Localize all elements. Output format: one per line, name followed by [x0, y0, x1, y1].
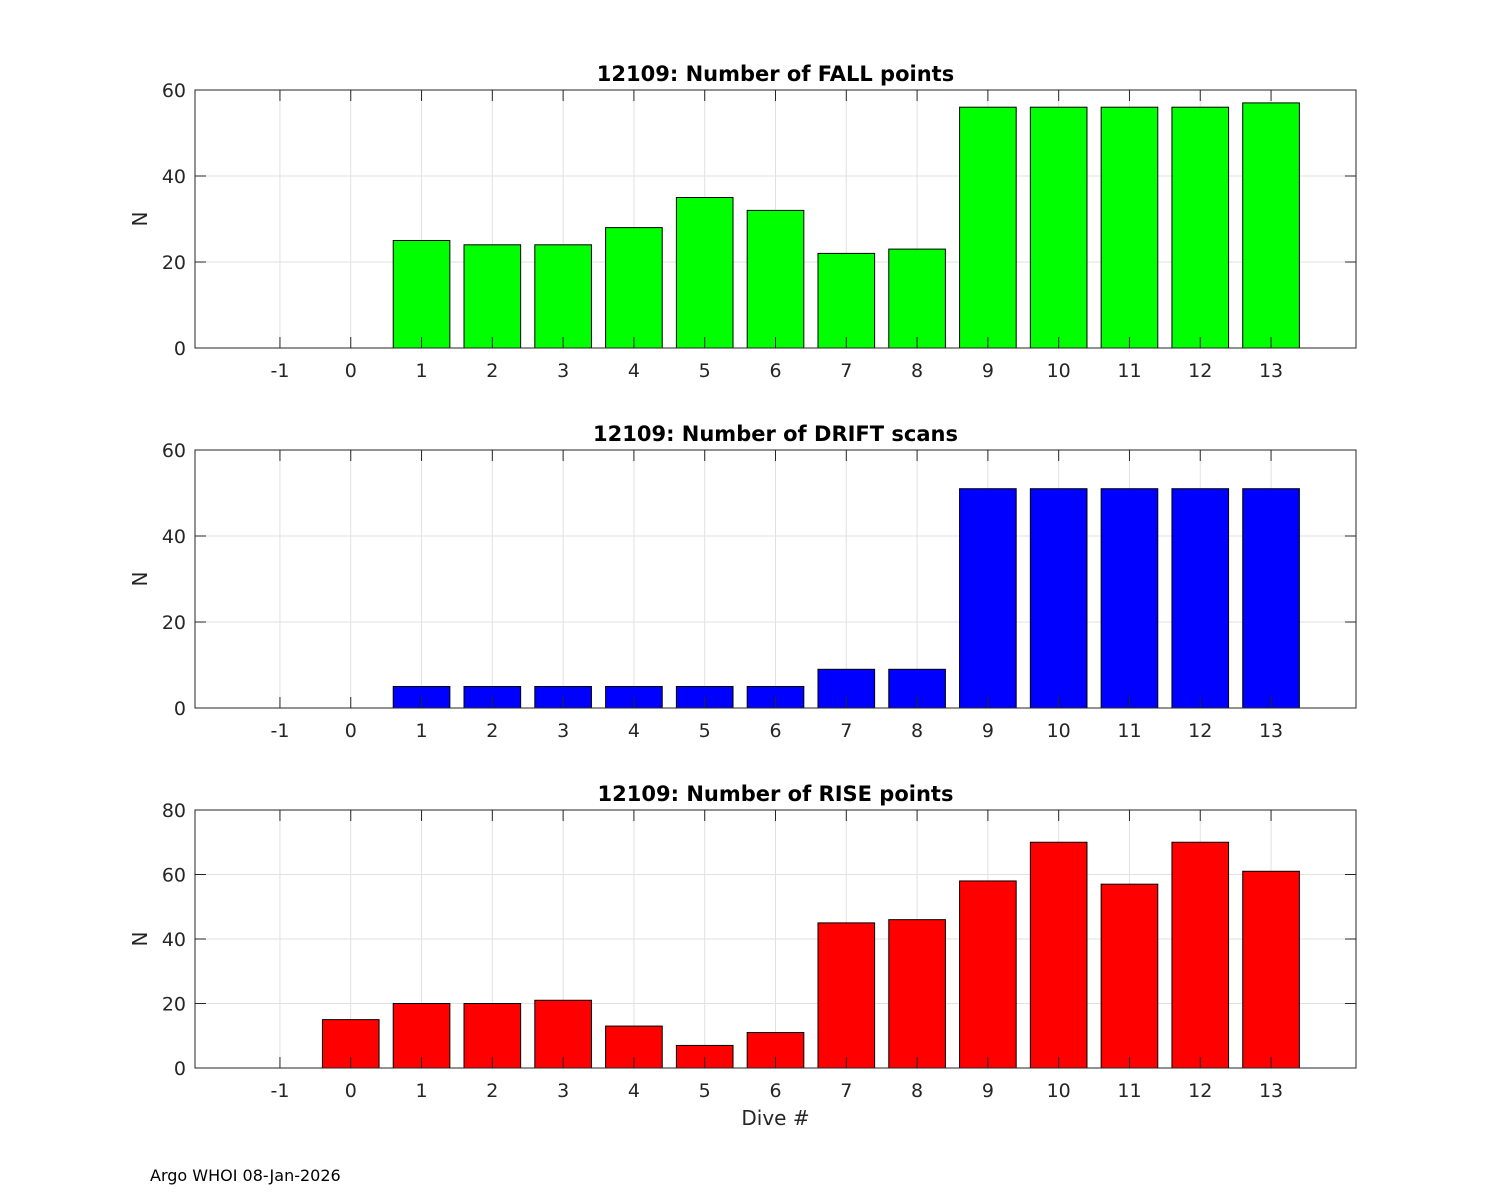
x-tick-label: -1 [270, 360, 289, 382]
x-tick-label: 1 [415, 720, 427, 742]
x-tick-label: 12 [1188, 1080, 1212, 1102]
x-tick-label: 10 [1047, 720, 1071, 742]
x-tick-label: 1 [415, 1080, 427, 1102]
bar-10 [1029, 841, 1088, 1069]
y-tick-label: 40 [162, 526, 186, 548]
x-tick-label: 7 [840, 360, 852, 382]
x-tick-label: 1 [415, 360, 427, 382]
bar-12 [1171, 106, 1230, 349]
x-tick-label: 11 [1117, 360, 1141, 382]
y-tick-label: 20 [162, 612, 186, 634]
x-tick-label: 6 [769, 360, 781, 382]
bar-5 [675, 197, 734, 349]
bar-7 [817, 252, 876, 349]
x-tick-label: 8 [911, 720, 923, 742]
x-tick-label: 3 [557, 720, 569, 742]
x-tick-label: 4 [628, 1080, 640, 1102]
x-tick-label: 4 [628, 360, 640, 382]
x-tick-label: 7 [840, 1080, 852, 1102]
bar-10 [1029, 488, 1088, 709]
bar-9 [959, 106, 1017, 349]
x-tick-label: 9 [982, 720, 994, 742]
bar-13 [1242, 870, 1300, 1069]
x-tick-label: -1 [270, 1080, 289, 1102]
x-tick-label: 6 [769, 1080, 781, 1102]
x-tick-label: 2 [486, 360, 498, 382]
bar-4 [605, 227, 663, 349]
bar-3 [534, 244, 592, 349]
y-tick-label: 60 [162, 865, 186, 887]
x-tick-label: 3 [557, 1080, 569, 1102]
bar-12 [1171, 841, 1230, 1069]
x-axis-label: Dive # [741, 1106, 809, 1130]
x-tick-label: 2 [486, 720, 498, 742]
y-tick-label: 20 [162, 252, 186, 274]
y-tick-label: 0 [174, 1058, 186, 1080]
x-tick-label: 8 [911, 1080, 923, 1102]
x-tick-label: -1 [270, 720, 289, 742]
x-tick-label: 12 [1188, 360, 1212, 382]
y-tick-label: 0 [174, 698, 186, 720]
y-tick-label: 0 [174, 338, 186, 360]
x-tick-label: 10 [1047, 1080, 1071, 1102]
x-tick-label: 13 [1259, 720, 1283, 742]
x-tick-label: 0 [345, 1080, 357, 1102]
x-tick-label: 5 [699, 1080, 711, 1102]
bar-1 [392, 240, 451, 349]
y-tick-label: 40 [162, 929, 186, 951]
x-tick-label: 2 [486, 1080, 498, 1102]
y-tick-label: 60 [162, 440, 186, 462]
x-tick-label: 4 [628, 720, 640, 742]
bar-8 [888, 919, 946, 1069]
x-tick-label: 3 [557, 360, 569, 382]
x-tick-label: 0 [345, 720, 357, 742]
x-tick-label: 11 [1117, 1080, 1141, 1102]
bar-9 [959, 880, 1017, 1069]
bar-10 [1029, 106, 1088, 349]
x-tick-label: 13 [1259, 1080, 1283, 1102]
bar-12 [1171, 488, 1230, 709]
y-axis-label: N [128, 212, 152, 227]
y-axis-label: N [128, 572, 152, 587]
x-tick-label: 5 [699, 360, 711, 382]
bar-2 [463, 244, 522, 349]
bar-11 [1100, 106, 1159, 349]
x-tick-label: 13 [1259, 360, 1283, 382]
y-axis-label: N [128, 932, 152, 947]
bar-13 [1242, 102, 1300, 349]
chart-title: 12109: Number of DRIFT scans [593, 422, 958, 446]
x-tick-label: 0 [345, 360, 357, 382]
footer-label: Argo WHOI 08-Jan-2026 [150, 1166, 341, 1185]
bar-11 [1100, 883, 1159, 1069]
x-tick-label: 7 [840, 720, 852, 742]
x-tick-label: 5 [699, 720, 711, 742]
y-tick-label: 40 [162, 166, 186, 188]
x-tick-label: 6 [769, 720, 781, 742]
bar-9 [959, 488, 1017, 709]
chart-title: 12109: Number of RISE points [598, 782, 954, 806]
bar-13 [1242, 488, 1300, 709]
bar-7 [817, 922, 876, 1069]
y-tick-label: 80 [162, 800, 186, 822]
bar-11 [1100, 488, 1159, 709]
chart-title: 12109: Number of FALL points [597, 62, 954, 86]
bar-3 [534, 999, 592, 1069]
x-tick-label: 9 [982, 360, 994, 382]
y-tick-label: 20 [162, 994, 186, 1016]
x-tick-label: 8 [911, 360, 923, 382]
bar-6 [746, 209, 805, 349]
y-tick-label: 60 [162, 80, 186, 102]
x-tick-label: 11 [1117, 720, 1141, 742]
x-tick-label: 10 [1047, 360, 1071, 382]
x-tick-label: 9 [982, 1080, 994, 1102]
bar-8 [888, 248, 946, 349]
x-tick-label: 12 [1188, 720, 1212, 742]
